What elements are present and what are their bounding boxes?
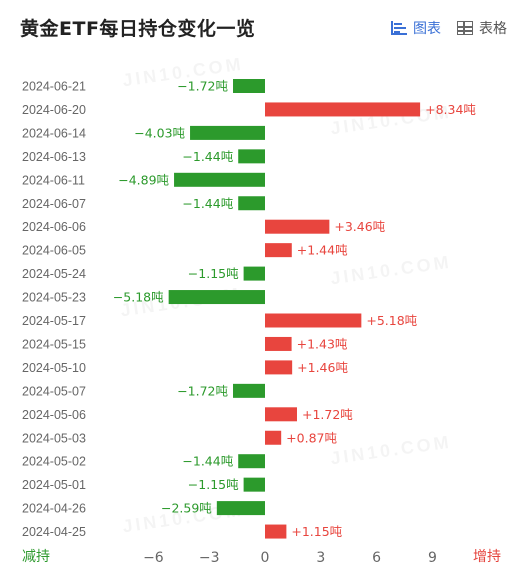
data-label: −5.18吨 [113, 290, 164, 305]
data-label: −1.72吨 [177, 383, 228, 398]
bar [168, 290, 265, 305]
data-label: +0.87吨 [286, 430, 337, 445]
bar [265, 524, 287, 539]
data-label: +1.44吨 [297, 243, 348, 258]
bar [233, 383, 265, 398]
bar [265, 336, 292, 351]
data-label: −1.15吨 [188, 477, 239, 492]
bar [216, 501, 265, 516]
x-tick-label: 6 [372, 550, 381, 566]
data-label: +3.46吨 [334, 219, 385, 234]
data-label: +1.15吨 [291, 524, 342, 539]
category-label: 2024-06-11 [22, 173, 85, 187]
reduce-label: 减持 [22, 549, 50, 565]
data-label: +1.43吨 [297, 336, 348, 351]
category-label: 2024-05-06 [22, 408, 86, 422]
x-tick-label: 3 [316, 550, 325, 566]
data-label: −1.44吨 [182, 149, 233, 164]
category-label: 2024-06-14 [22, 126, 86, 140]
category-label: 2024-06-07 [22, 197, 86, 211]
x-tick-label: 0 [261, 550, 270, 566]
data-label: −1.15吨 [188, 266, 239, 281]
category-label: 2024-05-23 [22, 291, 86, 305]
category-label: 2024-06-21 [22, 80, 86, 94]
category-label: 2024-06-05 [22, 244, 86, 258]
category-label: 2024-05-01 [22, 478, 86, 492]
bar [243, 266, 265, 281]
bar [233, 79, 265, 93]
data-label: +8.34吨 [425, 102, 476, 117]
bar [238, 149, 265, 164]
data-label: +1.46吨 [297, 360, 348, 375]
category-label: 2024-05-24 [22, 267, 86, 281]
bar [265, 219, 330, 234]
data-label: +1.72吨 [302, 407, 353, 422]
category-label: 2024-05-15 [22, 337, 86, 351]
category-label: 2024-06-20 [22, 103, 86, 117]
data-label: −1.72吨 [177, 79, 228, 94]
bar [265, 407, 297, 422]
x-tick-label: −6 [143, 550, 164, 566]
chart-view-button[interactable]: 图表 [391, 18, 441, 38]
data-label: +5.18吨 [366, 313, 417, 328]
bar [174, 172, 265, 187]
x-tick-label: −3 [199, 550, 220, 566]
bar-chart-icon [391, 21, 407, 35]
bar [243, 477, 265, 492]
category-label: 2024-05-03 [22, 431, 86, 445]
data-label: −4.89吨 [118, 172, 169, 187]
data-label: −1.44吨 [182, 196, 233, 211]
table-view-button[interactable]: 表格 [457, 18, 507, 38]
increase-label: 增持 [473, 549, 501, 565]
bar [265, 430, 282, 445]
table-view-label: 表格 [479, 21, 507, 37]
bar [238, 454, 265, 469]
category-label: 2024-06-13 [22, 150, 86, 164]
category-label: 2024-05-07 [22, 384, 86, 398]
category-label: 2024-04-25 [22, 525, 86, 539]
x-tick-label: 9 [428, 550, 437, 566]
view-switch: 图表 表格 [391, 18, 507, 38]
bar [265, 243, 292, 258]
category-label: 2024-06-06 [22, 220, 86, 234]
bar [238, 196, 265, 211]
data-label: −1.44吨 [182, 454, 233, 469]
category-label: 2024-05-10 [22, 361, 86, 375]
table-icon [457, 21, 473, 35]
bar [265, 313, 362, 328]
data-label: −2.59吨 [161, 501, 212, 516]
category-label: 2024-04-26 [22, 502, 86, 516]
category-label: 2024-05-17 [22, 314, 86, 328]
page-title: 黄金ETF每日持仓变化一览 [20, 18, 256, 40]
bar [265, 360, 293, 375]
chart-view-label: 图表 [413, 21, 441, 37]
category-label: 2024-05-02 [22, 455, 86, 469]
bar [265, 102, 421, 117]
data-label: −4.03吨 [134, 125, 185, 140]
bar [190, 125, 265, 140]
